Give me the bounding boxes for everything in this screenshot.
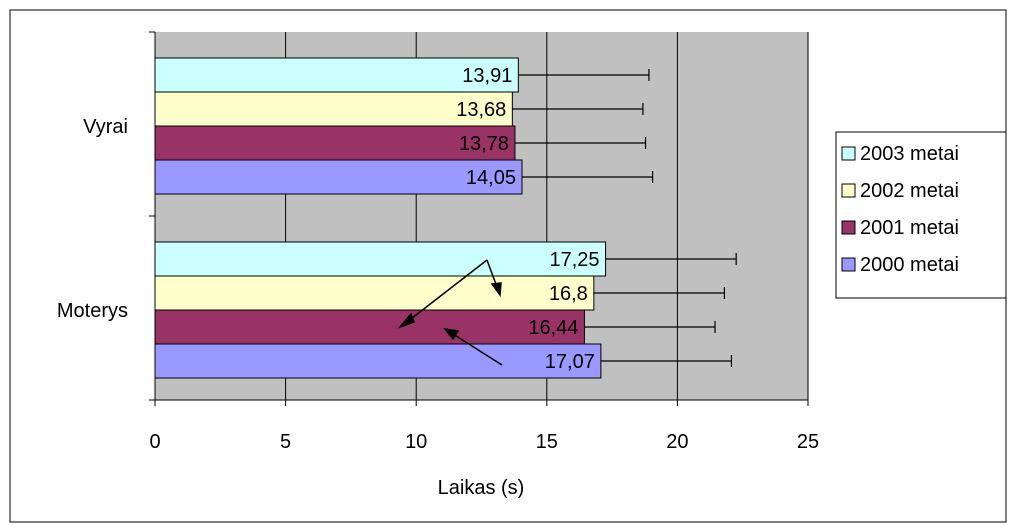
legend-label: 2003 metai xyxy=(860,143,959,165)
x-tick-label: 10 xyxy=(405,431,427,453)
legend-label: 2002 metai xyxy=(860,180,959,202)
data-labels: 13,91 13,68 13,78 14,05 17,25 16,8 16,44 17,07 xyxy=(456,65,599,373)
x-tick-label: 15 xyxy=(536,431,558,453)
legend-swatch xyxy=(841,220,856,235)
legend-label: 2000 metai xyxy=(860,254,959,276)
category-label: Vyrai xyxy=(83,116,128,138)
data-label: 13,68 xyxy=(456,99,506,121)
x-tick-label: 5 xyxy=(280,431,291,453)
data-label: 16,8 xyxy=(549,283,588,305)
category-label: Moterys xyxy=(57,300,128,322)
legend: 2003 metai 2002 metai 2001 metai 2000 metai xyxy=(835,131,1007,299)
legend-swatch xyxy=(841,183,856,198)
legend-box xyxy=(835,131,1007,299)
annotation-arrows xyxy=(397,259,503,366)
x-tick-label: 20 xyxy=(666,431,688,453)
x-tick-labels: 0 5 10 15 20 25 xyxy=(149,431,819,453)
bar xyxy=(154,275,595,311)
data-label: 14,05 xyxy=(466,167,516,189)
bar xyxy=(154,159,523,195)
data-label: 13,91 xyxy=(462,65,512,87)
legend-label: 2001 metai xyxy=(860,217,959,239)
bars xyxy=(154,57,607,379)
legend-swatch xyxy=(841,257,856,272)
error-bars xyxy=(512,69,737,367)
bar xyxy=(154,309,585,345)
legend-swatch xyxy=(841,146,856,161)
data-label: 16,44 xyxy=(528,317,578,339)
x-tick-label: 0 xyxy=(149,431,160,453)
bar xyxy=(154,57,519,93)
category-labels: Vyrai Moterys xyxy=(57,116,128,322)
x-tick-label: 25 xyxy=(797,431,819,453)
data-label: 17,25 xyxy=(550,249,600,271)
data-label: 13,78 xyxy=(459,133,509,155)
bar xyxy=(154,241,607,277)
bar xyxy=(154,343,602,379)
data-label: 17,07 xyxy=(545,351,595,373)
axes xyxy=(149,31,809,406)
x-axis-title: Laikas (s) xyxy=(438,477,525,499)
